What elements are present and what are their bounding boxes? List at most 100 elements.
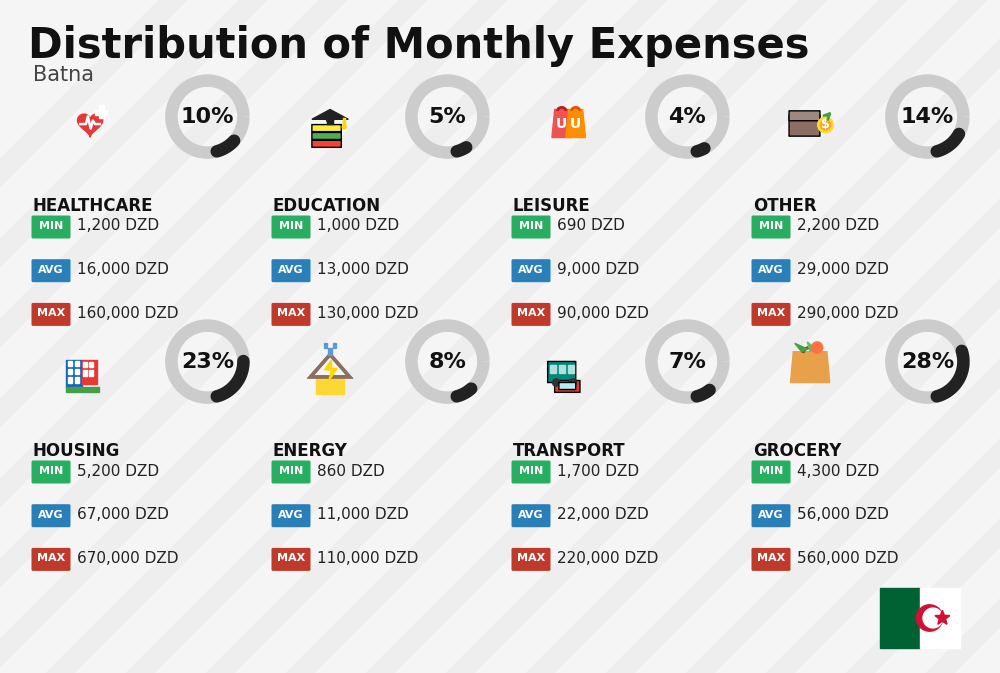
Text: ENERGY: ENERGY <box>273 442 348 460</box>
Text: 13,000 DZD: 13,000 DZD <box>317 262 409 277</box>
Text: AVG: AVG <box>38 264 64 275</box>
Bar <box>89 362 93 367</box>
Bar <box>89 370 93 376</box>
FancyBboxPatch shape <box>752 259 790 282</box>
Text: 1,000 DZD: 1,000 DZD <box>317 219 399 234</box>
Bar <box>333 343 336 349</box>
Text: 110,000 DZD: 110,000 DZD <box>317 551 418 566</box>
Bar <box>880 588 920 648</box>
Polygon shape <box>807 342 816 352</box>
Bar <box>95 110 107 114</box>
Polygon shape <box>312 110 348 119</box>
Text: Distribution of Monthly Expenses: Distribution of Monthly Expenses <box>28 25 810 67</box>
FancyBboxPatch shape <box>272 548 310 571</box>
Circle shape <box>812 342 823 353</box>
Polygon shape <box>795 343 807 352</box>
FancyBboxPatch shape <box>272 259 310 282</box>
Text: 2,200 DZD: 2,200 DZD <box>797 219 879 234</box>
FancyBboxPatch shape <box>789 111 820 120</box>
FancyBboxPatch shape <box>752 504 790 527</box>
FancyBboxPatch shape <box>789 115 820 136</box>
FancyBboxPatch shape <box>512 259 550 282</box>
Text: 56,000 DZD: 56,000 DZD <box>797 507 889 522</box>
Text: HEALTHCARE: HEALTHCARE <box>33 197 154 215</box>
Text: 28%: 28% <box>901 351 954 371</box>
Text: U: U <box>556 116 567 131</box>
Circle shape <box>552 379 560 386</box>
FancyBboxPatch shape <box>32 504 70 527</box>
Bar <box>327 118 333 124</box>
Text: 670,000 DZD: 670,000 DZD <box>77 551 178 566</box>
FancyBboxPatch shape <box>559 382 576 390</box>
Bar <box>920 588 960 648</box>
Text: 7%: 7% <box>668 351 706 371</box>
Text: AVG: AVG <box>518 264 544 275</box>
Text: AVG: AVG <box>758 509 784 520</box>
Text: 5%: 5% <box>429 106 466 127</box>
Bar <box>328 347 332 355</box>
Circle shape <box>326 116 334 123</box>
FancyBboxPatch shape <box>32 460 70 483</box>
Text: 22,000 DZD: 22,000 DZD <box>557 507 649 522</box>
FancyBboxPatch shape <box>512 460 550 483</box>
FancyBboxPatch shape <box>752 548 790 571</box>
Text: AVG: AVG <box>38 509 64 520</box>
Text: 10%: 10% <box>181 106 234 127</box>
Text: 860 DZD: 860 DZD <box>317 464 385 479</box>
Text: 560,000 DZD: 560,000 DZD <box>797 551 898 566</box>
Text: AVG: AVG <box>278 264 304 275</box>
Text: MIN: MIN <box>279 221 303 231</box>
FancyBboxPatch shape <box>548 361 576 382</box>
Polygon shape <box>78 114 103 137</box>
FancyBboxPatch shape <box>512 215 550 238</box>
Bar <box>75 369 79 374</box>
Text: 8%: 8% <box>428 351 466 371</box>
Text: 4%: 4% <box>669 106 706 127</box>
Text: 290,000 DZD: 290,000 DZD <box>797 306 898 321</box>
Text: MIN: MIN <box>759 466 783 476</box>
Bar <box>316 377 344 394</box>
Text: TRANSPORT: TRANSPORT <box>513 442 626 460</box>
FancyBboxPatch shape <box>32 259 70 282</box>
Text: MIN: MIN <box>519 466 543 476</box>
Text: AVG: AVG <box>518 509 544 520</box>
Circle shape <box>342 125 346 129</box>
Text: 1,200 DZD: 1,200 DZD <box>77 219 159 234</box>
Text: 160,000 DZD: 160,000 DZD <box>77 306 178 321</box>
Bar <box>82 360 97 384</box>
Text: MAX: MAX <box>277 308 305 318</box>
Text: OTHER: OTHER <box>753 197 817 215</box>
Text: 23%: 23% <box>181 351 234 371</box>
FancyBboxPatch shape <box>312 140 341 147</box>
Text: LEISURE: LEISURE <box>513 197 591 215</box>
Text: MAX: MAX <box>37 553 65 563</box>
Text: AVG: AVG <box>758 264 784 275</box>
Bar <box>68 378 72 382</box>
FancyBboxPatch shape <box>512 548 550 571</box>
Text: $: $ <box>821 118 830 131</box>
Circle shape <box>820 120 831 130</box>
Text: MAX: MAX <box>277 553 305 563</box>
Polygon shape <box>566 110 586 137</box>
Bar <box>75 378 79 382</box>
Text: MAX: MAX <box>757 308 785 318</box>
FancyBboxPatch shape <box>752 303 790 326</box>
FancyBboxPatch shape <box>752 460 790 483</box>
Text: GROCERY: GROCERY <box>753 442 841 460</box>
Text: MAX: MAX <box>757 553 785 563</box>
Bar <box>324 343 327 349</box>
Circle shape <box>818 117 833 133</box>
Bar <box>68 361 72 365</box>
FancyBboxPatch shape <box>512 504 550 527</box>
Text: 4,300 DZD: 4,300 DZD <box>797 464 879 479</box>
Text: 1,700 DZD: 1,700 DZD <box>557 464 639 479</box>
Text: 90,000 DZD: 90,000 DZD <box>557 306 649 321</box>
Polygon shape <box>324 360 337 381</box>
Text: 9,000 DZD: 9,000 DZD <box>557 262 639 277</box>
FancyBboxPatch shape <box>32 215 70 238</box>
Polygon shape <box>552 110 572 137</box>
Bar <box>66 387 98 392</box>
FancyBboxPatch shape <box>32 548 70 571</box>
FancyBboxPatch shape <box>555 380 580 392</box>
Text: MIN: MIN <box>759 221 783 231</box>
